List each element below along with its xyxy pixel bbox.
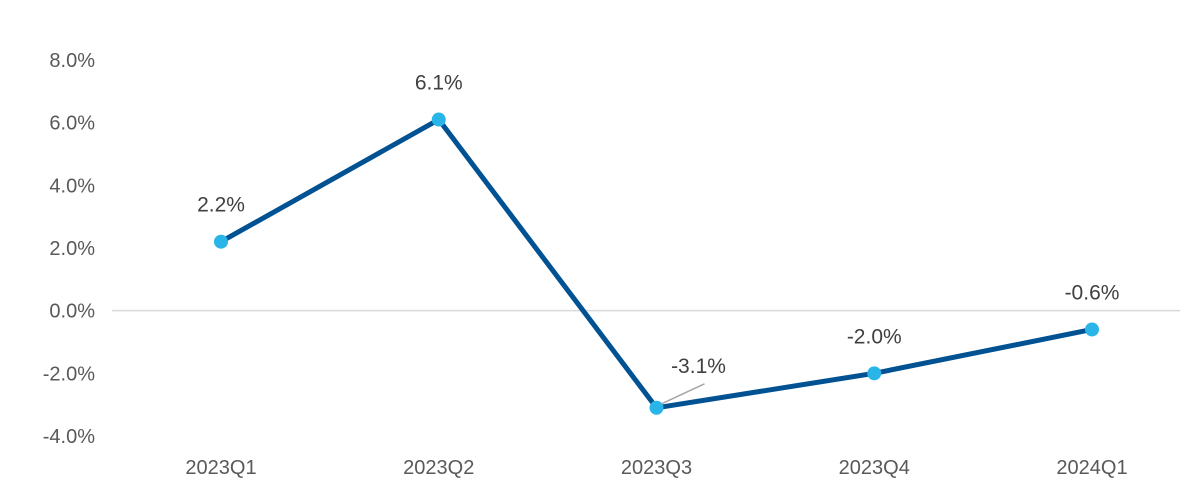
data-label: -3.1% xyxy=(671,355,726,378)
data-point xyxy=(867,366,882,381)
x-tick-label: 2024Q1 xyxy=(1056,457,1127,479)
data-label: -2.0% xyxy=(847,325,902,348)
plot-area xyxy=(112,112,1180,415)
data-point xyxy=(649,400,664,415)
data-point xyxy=(431,112,446,127)
y-tick-label: 8.0% xyxy=(49,50,95,72)
data-point xyxy=(1085,322,1099,337)
x-tick-label: 2023Q3 xyxy=(621,457,692,479)
y-tick-label: 6.0% xyxy=(49,113,95,135)
x-tick-label: 2023Q4 xyxy=(839,457,910,479)
leader-line xyxy=(661,383,705,405)
y-tick-label: 4.0% xyxy=(49,175,95,197)
y-tick-label: -2.0% xyxy=(43,363,95,385)
data-label: -0.6% xyxy=(1065,281,1120,304)
x-axis: 2023Q1 2023Q2 2023Q3 2023Q4 2024Q1 xyxy=(185,457,1127,479)
data-labels: 2.2% 6.1% -3.1% -2.0% -0.6% xyxy=(197,72,1120,405)
series-line xyxy=(218,117,1095,411)
x-tick-label: 2023Q2 xyxy=(403,457,474,479)
data-point xyxy=(214,234,228,249)
data-label: 2.2% xyxy=(197,194,245,217)
x-tick-label: 2023Q1 xyxy=(185,457,256,479)
data-label: 6.1% xyxy=(415,72,463,95)
y-tick-label: 2.0% xyxy=(49,238,95,260)
y-tick-label: 0.0% xyxy=(49,301,95,323)
y-axis: 8.0% 6.0% 4.0% 2.0% 0.0% -2.0% -4.0% xyxy=(43,50,95,448)
y-tick-label: -4.0% xyxy=(43,426,95,448)
